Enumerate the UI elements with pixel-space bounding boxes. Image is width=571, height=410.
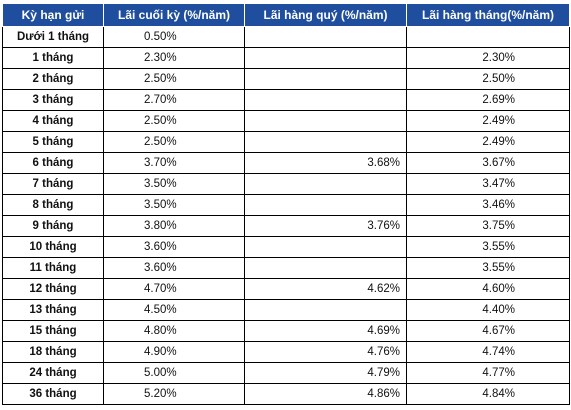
monthly-rate-cell: 4.74% [406, 341, 570, 363]
term-cell: 6 tháng [2, 152, 104, 174]
end-of-term-rate-cell: 2.30% [103, 47, 245, 69]
quarterly-rate-cell [244, 257, 407, 279]
end-of-term-rate-cell: 4.50% [103, 299, 245, 321]
table-row: 9 tháng 3.80% 3.76% 3.75% [2, 215, 570, 237]
term-cell: 2 tháng [2, 68, 104, 90]
quarterly-rate-cell [244, 26, 407, 48]
term-cell: 7 tháng [2, 173, 104, 195]
table-row: 5 tháng 2.50% 2.49% [2, 131, 570, 153]
quarterly-rate-cell [244, 110, 407, 132]
header-term: Kỳ hạn gửi [2, 3, 104, 27]
table-row: 3 tháng 2.70% 2.69% [2, 89, 570, 111]
monthly-rate-cell: 2.30% [406, 47, 570, 69]
term-cell: 11 tháng [2, 257, 104, 279]
quarterly-rate-cell [244, 173, 407, 195]
quarterly-rate-cell: 4.69% [244, 320, 407, 342]
quarterly-rate-cell: 4.62% [244, 278, 407, 300]
table-row: 10 tháng 3.60% 3.55% [2, 236, 570, 258]
monthly-rate-cell: 3.47% [406, 173, 570, 195]
table-row: 8 tháng 3.50% 3.46% [2, 194, 570, 216]
quarterly-rate-cell: 4.79% [244, 362, 407, 384]
end-of-term-rate-cell: 3.50% [103, 173, 245, 195]
table-row: 24 tháng 5.00% 4.79% 4.77% [2, 362, 570, 384]
table-row: 4 tháng 2.50% 2.49% [2, 110, 570, 132]
interest-rate-table: Kỳ hạn gửi Lãi cuối kỳ (%/năm) Lãi hàng … [2, 3, 570, 405]
table-row: 7 tháng 3.50% 3.47% [2, 173, 570, 195]
quarterly-rate-cell [244, 68, 407, 90]
monthly-rate-cell: 4.84% [406, 383, 570, 405]
monthly-rate-cell [406, 26, 570, 48]
end-of-term-rate-cell: 0.50% [103, 26, 245, 48]
term-cell: 3 tháng [2, 89, 104, 111]
monthly-rate-cell: 3.67% [406, 152, 570, 174]
quarterly-rate-cell: 3.68% [244, 152, 407, 174]
monthly-rate-cell: 3.55% [406, 236, 570, 258]
monthly-rate-cell: 2.50% [406, 68, 570, 90]
monthly-rate-cell: 4.40% [406, 299, 570, 321]
term-cell: 8 tháng [2, 194, 104, 216]
term-cell: 15 tháng [2, 320, 104, 342]
header-quarterly-rate: Lãi hàng quý (%/năm) [244, 3, 407, 27]
table-row: 11 tháng 3.60% 3.55% [2, 257, 570, 279]
table-row: 15 tháng 4.80% 4.69% 4.67% [2, 320, 570, 342]
monthly-rate-cell: 3.55% [406, 257, 570, 279]
quarterly-rate-cell [244, 131, 407, 153]
table-row: 12 tháng 4.70% 4.62% 4.60% [2, 278, 570, 300]
quarterly-rate-cell [244, 89, 407, 111]
term-cell: 18 tháng [2, 341, 104, 363]
end-of-term-rate-cell: 3.60% [103, 236, 245, 258]
term-cell: 9 tháng [2, 215, 104, 237]
rate-table-container: Kỳ hạn gửi Lãi cuối kỳ (%/năm) Lãi hàng … [2, 3, 570, 405]
table-header: Kỳ hạn gửi Lãi cuối kỳ (%/năm) Lãi hàng … [2, 3, 570, 27]
table-row: 36 tháng 5.20% 4.86% 4.84% [2, 383, 570, 405]
end-of-term-rate-cell: 4.70% [103, 278, 245, 300]
quarterly-rate-cell [244, 47, 407, 69]
term-cell: 1 tháng [2, 47, 104, 69]
header-monthly-rate: Lãi hàng tháng(%/năm) [406, 3, 570, 27]
end-of-term-rate-cell: 3.50% [103, 194, 245, 216]
monthly-rate-cell: 3.46% [406, 194, 570, 216]
term-cell: 5 tháng [2, 131, 104, 153]
term-cell: 4 tháng [2, 110, 104, 132]
end-of-term-rate-cell: 5.20% [103, 383, 245, 405]
quarterly-rate-cell: 3.76% [244, 215, 407, 237]
table-row: 18 tháng 4.90% 4.76% 4.74% [2, 341, 570, 363]
header-end-of-term-rate: Lãi cuối kỳ (%/năm) [103, 3, 245, 27]
end-of-term-rate-cell: 2.50% [103, 110, 245, 132]
header-row: Kỳ hạn gửi Lãi cuối kỳ (%/năm) Lãi hàng … [2, 3, 570, 27]
end-of-term-rate-cell: 4.90% [103, 341, 245, 363]
monthly-rate-cell: 4.60% [406, 278, 570, 300]
table-body: Dưới 1 tháng 0.50% 1 tháng 2.30% 2.30% 2 thán… [2, 26, 570, 405]
end-of-term-rate-cell: 4.80% [103, 320, 245, 342]
quarterly-rate-cell [244, 236, 407, 258]
end-of-term-rate-cell: 3.60% [103, 257, 245, 279]
monthly-rate-cell: 2.69% [406, 89, 570, 111]
quarterly-rate-cell: 4.76% [244, 341, 407, 363]
term-cell: Dưới 1 tháng [2, 26, 104, 48]
term-cell: 24 tháng [2, 362, 104, 384]
end-of-term-rate-cell: 3.70% [103, 152, 245, 174]
table-row: 2 tháng 2.50% 2.50% [2, 68, 570, 90]
table-row: 6 tháng 3.70% 3.68% 3.67% [2, 152, 570, 174]
end-of-term-rate-cell: 3.80% [103, 215, 245, 237]
monthly-rate-cell: 4.77% [406, 362, 570, 384]
quarterly-rate-cell [244, 299, 407, 321]
monthly-rate-cell: 2.49% [406, 110, 570, 132]
term-cell: 12 tháng [2, 278, 104, 300]
term-cell: 36 tháng [2, 383, 104, 405]
quarterly-rate-cell: 4.86% [244, 383, 407, 405]
term-cell: 10 tháng [2, 236, 104, 258]
table-row: 13 tháng 4.50% 4.40% [2, 299, 570, 321]
monthly-rate-cell: 2.49% [406, 131, 570, 153]
table-row: 1 tháng 2.30% 2.30% [2, 47, 570, 69]
quarterly-rate-cell [244, 194, 407, 216]
end-of-term-rate-cell: 2.50% [103, 68, 245, 90]
monthly-rate-cell: 3.75% [406, 215, 570, 237]
end-of-term-rate-cell: 5.00% [103, 362, 245, 384]
monthly-rate-cell: 4.67% [406, 320, 570, 342]
table-row: Dưới 1 tháng 0.50% [2, 26, 570, 48]
end-of-term-rate-cell: 2.70% [103, 89, 245, 111]
term-cell: 13 tháng [2, 299, 104, 321]
end-of-term-rate-cell: 2.50% [103, 131, 245, 153]
